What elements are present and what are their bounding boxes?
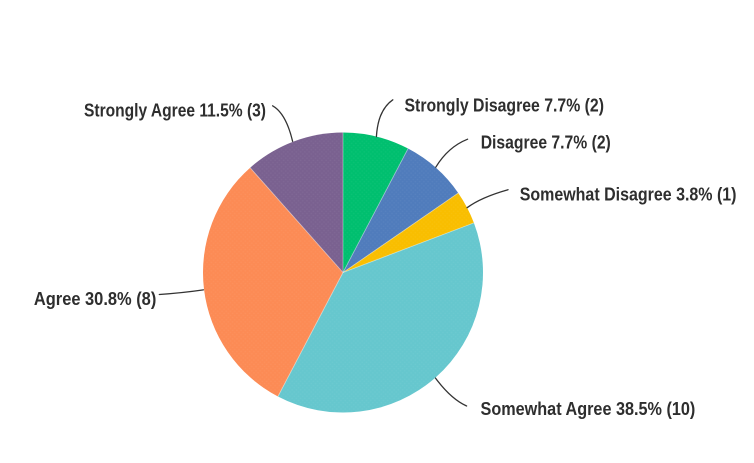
svg-text:Somewhat Disagree 3.8% (1): Somewhat Disagree 3.8% (1) xyxy=(520,185,737,205)
svg-text:Somewhat Agree 38.5% (10): Somewhat Agree 38.5% (10) xyxy=(481,399,696,419)
svg-text:Strongly Agree 11.5% (3): Strongly Agree 11.5% (3) xyxy=(84,101,266,121)
svg-text:Strongly Disagree 7.7% (2): Strongly Disagree 7.7% (2) xyxy=(405,96,605,116)
svg-text:Agree 30.8% (8): Agree 30.8% (8) xyxy=(34,289,156,309)
svg-text:Disagree 7.7% (2): Disagree 7.7% (2) xyxy=(481,133,611,153)
